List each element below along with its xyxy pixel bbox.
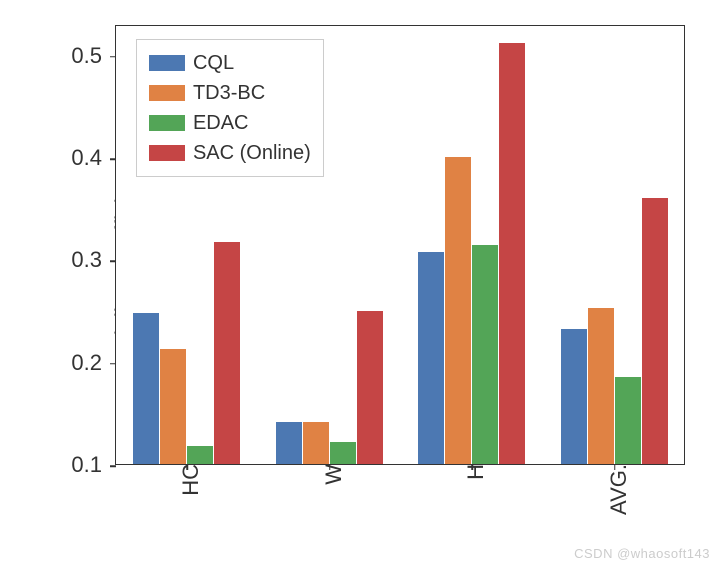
- bar: [214, 242, 240, 464]
- y-tick-label: 0.5: [71, 43, 110, 69]
- bar: [330, 442, 356, 465]
- legend-label: CQL: [193, 48, 234, 78]
- bar: [418, 252, 444, 464]
- legend-swatch: [149, 145, 185, 161]
- legend-item: TD3-BC: [149, 78, 311, 108]
- x-tick-label: W: [313, 464, 347, 485]
- y-tick-mark: [110, 261, 116, 263]
- bar: [276, 422, 302, 464]
- x-tick-label: HC: [170, 464, 204, 496]
- bar: [187, 446, 213, 464]
- x-tick-label: H: [455, 464, 489, 480]
- legend-item: CQL: [149, 48, 311, 78]
- legend-item: SAC (Online): [149, 138, 311, 168]
- y-tick-label: 0.4: [71, 145, 110, 171]
- legend-label: EDAC: [193, 108, 249, 138]
- bar: [445, 157, 471, 464]
- plot-area: CQLTD3-BCEDACSAC (Online) HCWHAVG.: [115, 25, 685, 465]
- chart-container: Kendall's τ coefficient 0.10.20.30.40.5 …: [20, 10, 700, 540]
- legend-swatch: [149, 55, 185, 71]
- legend-swatch: [149, 115, 185, 131]
- y-tick-mark: [110, 363, 116, 365]
- bar: [472, 245, 498, 464]
- y-tick-label: 0.3: [71, 247, 110, 273]
- bar: [357, 311, 383, 464]
- y-tick-mark: [110, 465, 116, 467]
- bar: [642, 198, 668, 464]
- bar: [303, 422, 329, 464]
- legend-item: EDAC: [149, 108, 311, 138]
- y-tick-mark: [110, 56, 116, 58]
- y-tick-label: 0.2: [71, 350, 110, 376]
- legend-label: TD3-BC: [193, 78, 265, 108]
- bar: [160, 349, 186, 464]
- bar: [615, 377, 641, 464]
- y-tick-mark: [110, 158, 116, 160]
- bar: [561, 329, 587, 464]
- x-tick-label: AVG.: [598, 464, 632, 515]
- y-tick-label: 0.1: [71, 452, 110, 478]
- bar: [499, 43, 525, 464]
- bar: [133, 313, 159, 464]
- watermark-text: CSDN @whaosoft143: [574, 546, 710, 561]
- legend-swatch: [149, 85, 185, 101]
- legend-label: SAC (Online): [193, 138, 311, 168]
- bar: [588, 308, 614, 464]
- legend: CQLTD3-BCEDACSAC (Online): [136, 39, 324, 177]
